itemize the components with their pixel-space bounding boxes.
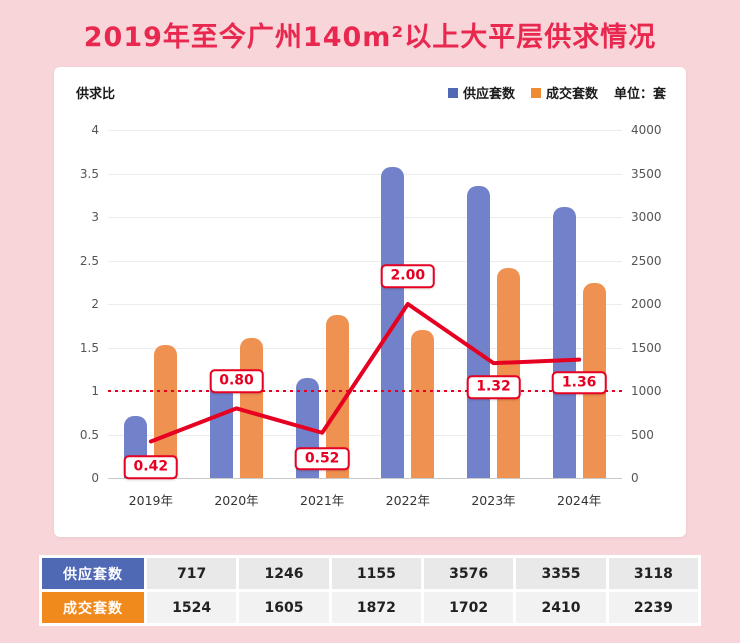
legend-label-deals: 成交套数: [545, 87, 598, 102]
gridline: [108, 130, 622, 131]
supply-bar: [210, 369, 233, 478]
table-cell: 1872: [331, 592, 421, 623]
table-cell: 1246: [239, 558, 329, 589]
chart-plot: 0 0.5 1 1.5 2 2.5 3 3.5 4 0 500 1000 1500 2000 2500 300…: [80, 123, 662, 508]
table-cell: 3118: [608, 558, 698, 589]
table-cell: 3355: [516, 558, 606, 589]
table-row-label: 成交套数: [42, 592, 144, 623]
ratio-value-label: 0.52: [294, 447, 350, 471]
x-axis-label: 2022年: [385, 493, 430, 508]
ratio-value-label: 0.42: [123, 455, 179, 480]
right-axis-tick: 4000: [631, 123, 662, 137]
x-axis-label: 2021年: [300, 493, 345, 508]
left-axis-tick: 4: [91, 123, 99, 137]
ratio-line: [148, 302, 582, 444]
table-cell: 3576: [424, 558, 514, 589]
right-axis-tick: 3000: [631, 210, 662, 224]
deals-bar: [325, 315, 349, 478]
right-axis-tick: 1000: [631, 384, 662, 398]
x-axis-label: 2020年: [214, 493, 259, 508]
supply-legend-swatch-icon: [447, 87, 458, 98]
left-axis-tick: 2.5: [79, 253, 99, 268]
gridline: [108, 260, 622, 262]
table-cell: 717: [147, 558, 237, 589]
gridline: [108, 347, 622, 349]
chart-header: 供求比 供应套数 成交套数 单位：套: [72, 83, 668, 102]
unit-label: 单位：套: [613, 87, 666, 102]
table-cell: 2239: [608, 592, 698, 623]
right-axis-tick: 1500: [631, 340, 662, 355]
left-axis-tick: 2: [91, 297, 99, 311]
x-axis-label: 2024年: [557, 493, 602, 508]
table-row-label: 供应套数: [42, 558, 144, 589]
table-cell: 1702: [424, 592, 514, 623]
right-axis-tick: 3500: [631, 166, 662, 181]
ratio-line-layer: [108, 302, 622, 444]
legend-item-supply: 供应套数: [447, 83, 515, 102]
gridline: [108, 391, 622, 392]
page-title: 2019年至今广州140m²以上大平层供求情况: [83, 22, 657, 53]
gridline: [108, 434, 622, 436]
legend-item-deals: 成交套数: [530, 83, 598, 102]
deals-bar: [411, 329, 435, 478]
supply-bar: [552, 206, 576, 478]
gridline: [108, 173, 622, 175]
x-axis-label: 2023年: [471, 493, 516, 508]
supply-bar: [381, 166, 405, 478]
gridline: [108, 217, 622, 218]
deals-bar: [497, 268, 520, 478]
ratio-value-label: 0.80: [209, 369, 264, 394]
table-cell: 1524: [147, 592, 237, 623]
right-axis-tick: 2500: [631, 253, 662, 268]
ratio-value-label: 2.00: [380, 264, 436, 288]
left-axis-tick: 3: [91, 210, 99, 224]
ratio-value-label: 1.36: [551, 370, 607, 395]
legend-label-supply: 供应套数: [462, 87, 515, 102]
right-axis-tick: 0: [631, 471, 639, 485]
left-axis-title: 供求比: [76, 87, 116, 102]
ratio-value-label: 1.32: [466, 375, 521, 399]
table-cell: 1155: [331, 558, 421, 589]
right-axis-tick: 2000: [631, 297, 662, 311]
data-table: 供应套数 717 1246 1155 3576 3355 3118 成交套数 1524 1605 1…: [39, 555, 701, 626]
chart-card: 供求比 供应套数 成交套数 单位：套 0 0.5 1 1.5 2 2.5 3 3.5 4 0 500…: [54, 67, 686, 537]
left-axis-tick: 1.5: [79, 340, 99, 355]
left-axis-tick: 0: [91, 471, 99, 485]
supply-bar: [467, 186, 490, 478]
deals-legend-swatch-icon: [530, 87, 541, 98]
table-cell: 1605: [239, 592, 329, 623]
gridline: [108, 478, 622, 479]
table-cell: 2410: [516, 592, 606, 623]
gridline: [108, 304, 622, 305]
left-axis-tick: 3.5: [79, 166, 99, 181]
deals-bar: [154, 345, 178, 478]
chart-legend: 供应套数 成交套数 单位：套: [447, 83, 666, 102]
left-axis-tick: 1: [91, 384, 99, 398]
left-axis-tick: 0.5: [79, 427, 99, 442]
x-axis-label: 2019年: [128, 493, 173, 508]
right-axis-tick: 500: [631, 427, 654, 442]
